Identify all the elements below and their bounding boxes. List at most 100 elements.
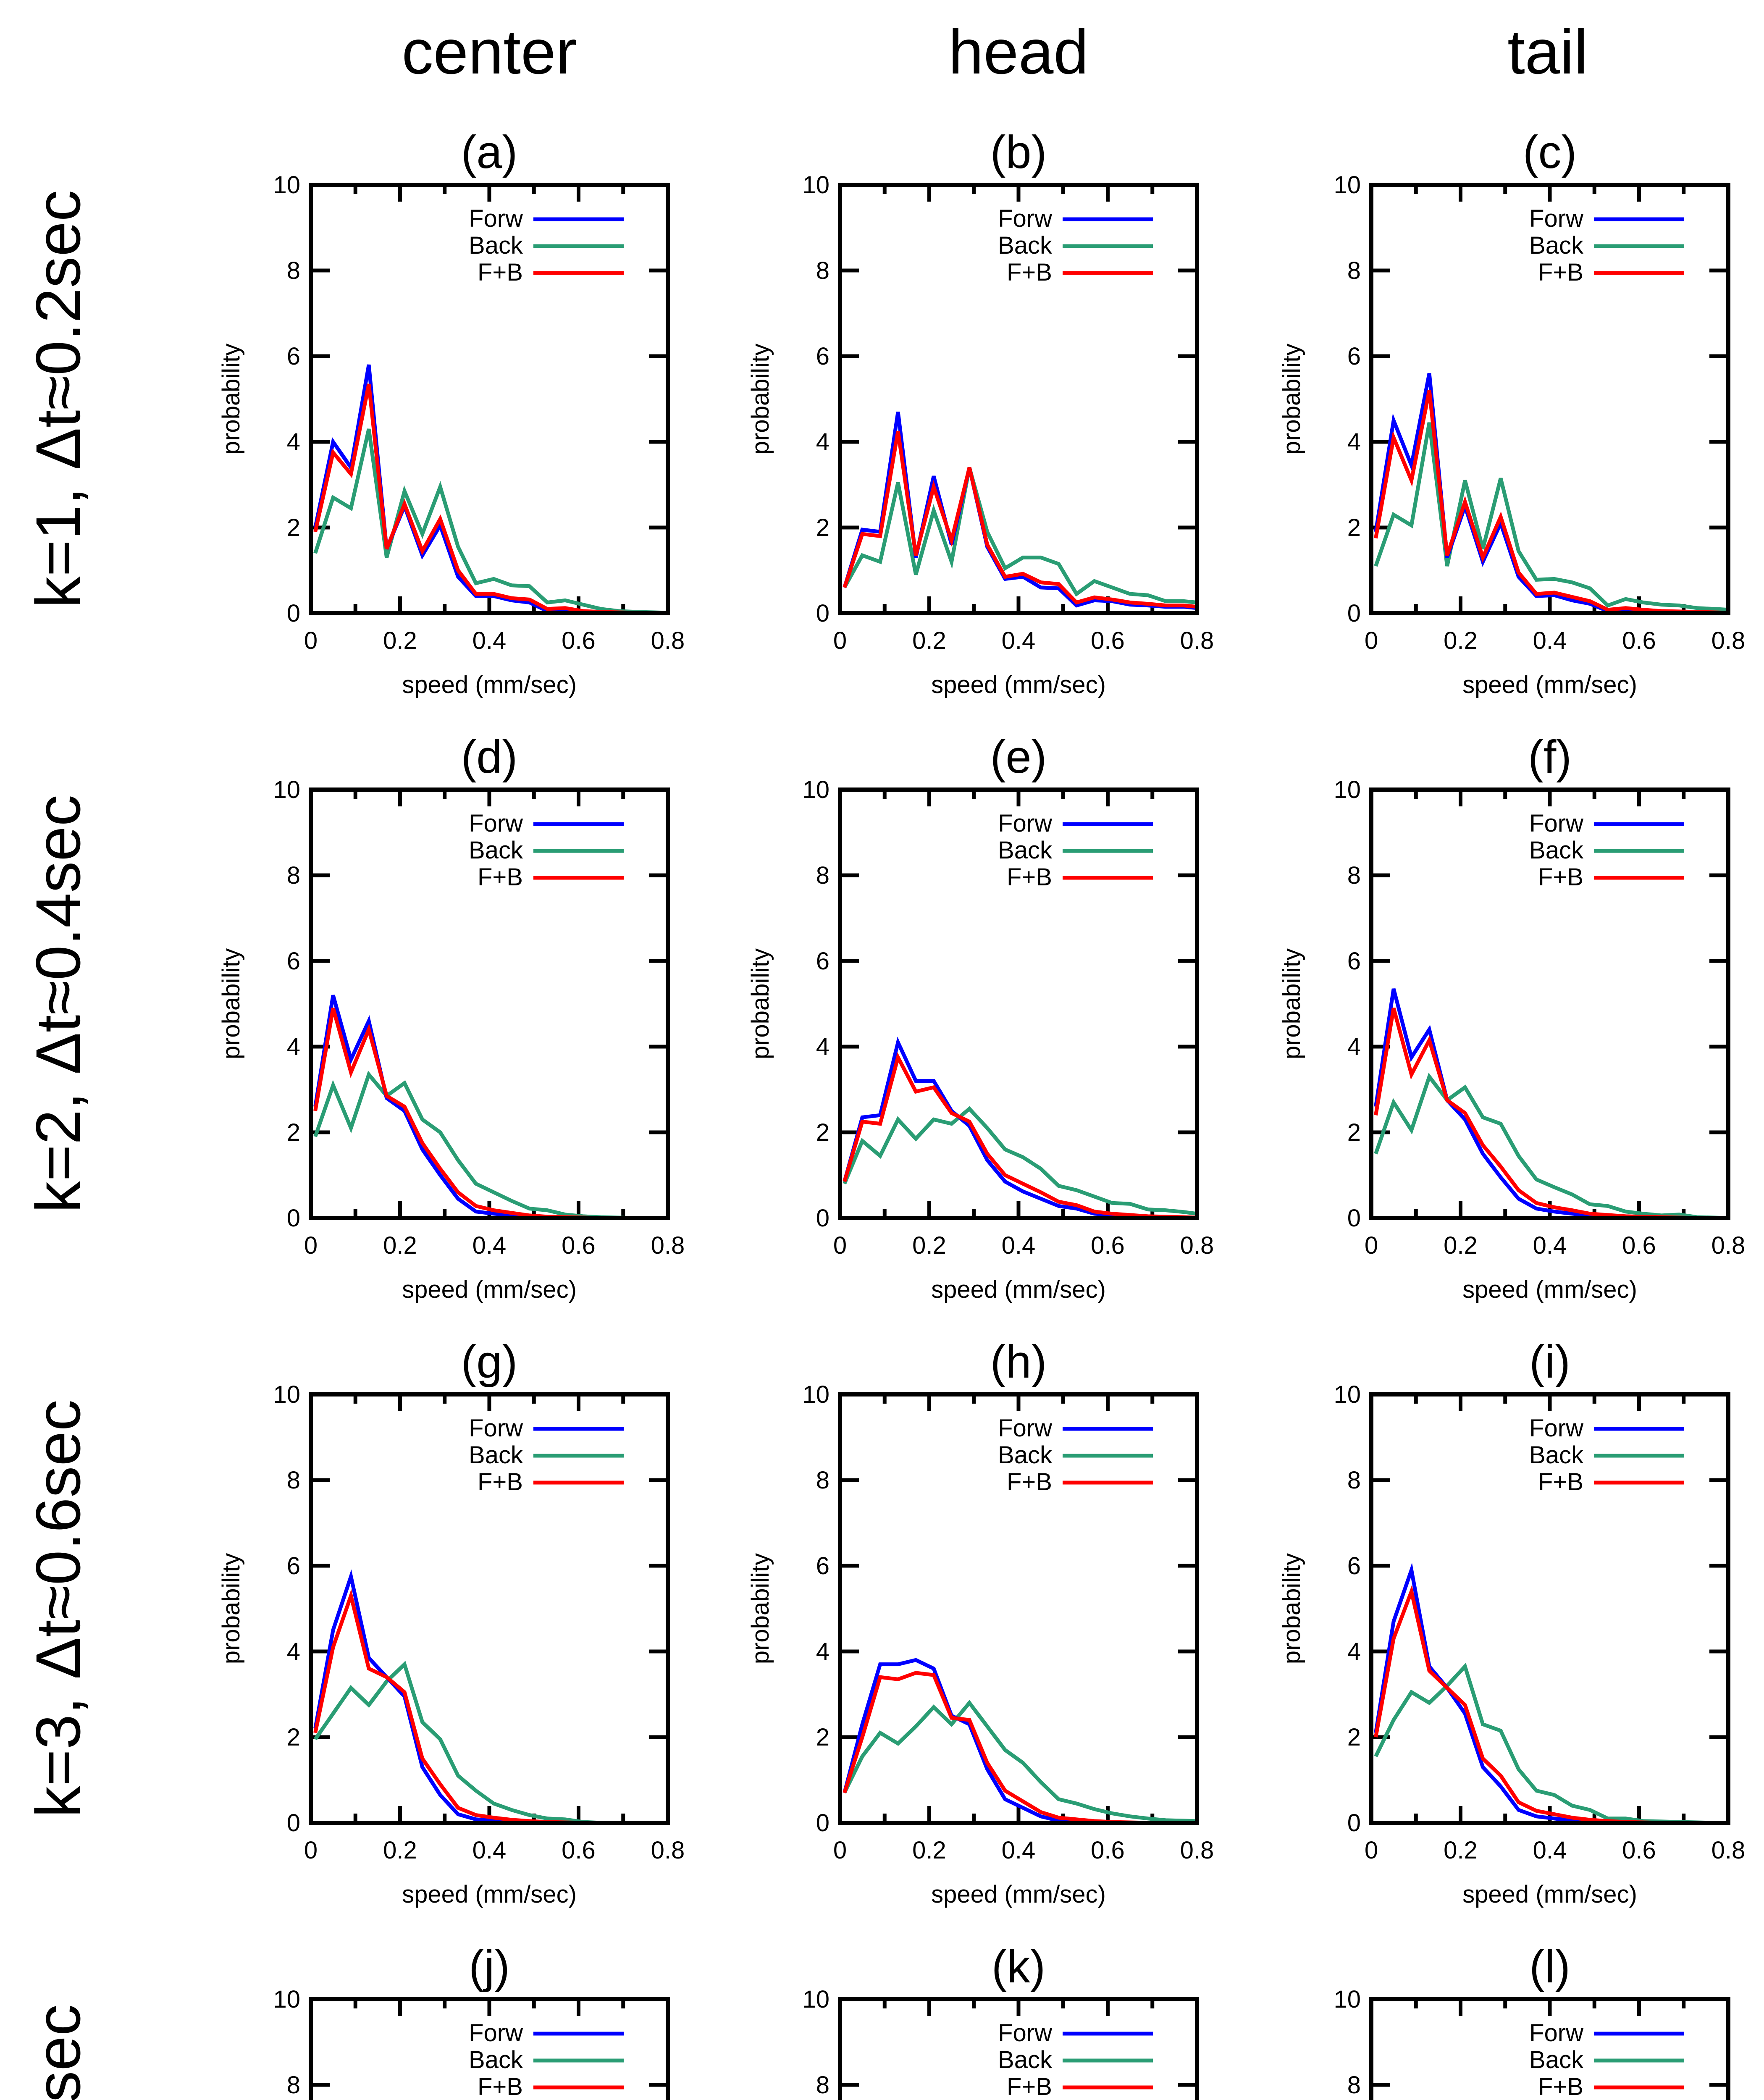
y-tick-label: 4 [1347,1638,1361,1665]
plot-frame [1369,788,1730,1220]
y-tick-label: 2 [1347,1119,1361,1146]
y-tick-label: 8 [1347,2071,1361,2099]
row-label-k2: k=2, Δt≈0.4sec [23,795,93,1213]
y-tick-label: 10 [1334,1381,1361,1408]
x-tick-label: 0.6 [562,1837,596,1864]
y-tick-label: 0 [1347,1205,1361,1232]
x-axis-label: speed (mm/sec) [1462,1276,1637,1303]
x-tick-label: 0 [1365,627,1378,654]
x-tick-label: 0.6 [1622,1232,1656,1259]
series-line-forw [1374,988,1728,1220]
series-line-forw [843,1037,1197,1220]
x-tick-label: 0.4 [472,1837,507,1864]
series-line-back [313,428,668,615]
y-tick-label: 4 [816,428,830,456]
panel-title: (j) [469,1941,510,1992]
series-line-back [1374,422,1729,612]
x-axis-label: speed (mm/sec) [1462,1881,1637,1908]
x-tick-label: 0.2 [1444,1232,1478,1259]
legend-label: Forw [469,1415,523,1442]
legend-label: Forw [998,810,1053,837]
series-line-back [843,1106,1197,1216]
legend-label: Forw [1529,205,1584,232]
y-axis-label: probability [218,344,245,454]
x-tick-label: 0.6 [1091,1232,1125,1259]
x-tick-label: 0.8 [651,1232,685,1259]
y-tick-label: 8 [287,1467,300,1494]
y-tick-label: 2 [816,1119,830,1146]
legend-label: Forw [469,205,523,232]
y-tick-label: 8 [816,862,830,889]
y-tick-label: 8 [816,257,830,284]
y-tick-label: 8 [1347,257,1361,284]
y-tick-label: 10 [802,776,830,803]
y-tick-label: 0 [816,1809,830,1837]
y-tick-label: 10 [802,1986,830,2013]
y-tick-label: 0 [816,1205,830,1232]
panel-title: (e) [990,731,1047,783]
x-tick-label: 0 [1365,1232,1378,1259]
panel-d: (d) 0 2 4 6 8 10 0 0.2 0.4 0.6 0.8 speed (mm/sec) pro… [218,731,685,1303]
legend-label: F+B [478,1468,523,1496]
y-tick-label: 0 [287,1809,300,1837]
plot-frame [309,788,670,1220]
y-tick-label: 2 [287,1724,300,1751]
x-tick-label: 0 [833,1837,847,1864]
y-tick-label: 0 [287,600,300,627]
x-axis-label: speed (mm/sec) [402,671,577,698]
panel-f: (f) 0 2 4 6 8 10 0 0.2 0.4 0.6 0.8 speed (mm/sec) pro… [1278,731,1745,1303]
panel-c: (c) 0 2 4 6 8 10 0 0.2 0.4 0.6 0.8 speed (mm/sec) pro… [1278,126,1745,698]
y-tick-label: 4 [287,1638,300,1665]
legend-label: Forw [1529,1415,1584,1442]
y-axis-label: probability [1278,344,1305,454]
x-tick-label: 0 [833,1232,847,1259]
series-line-back [1374,1072,1729,1220]
x-tick-label: 0.6 [562,627,596,654]
y-tick-label: 6 [816,343,830,370]
y-tick-label: 10 [1334,776,1361,803]
series-line-f-b [313,1007,668,1220]
y-axis-label: probability [747,948,774,1059]
y-tick-label: 0 [1347,1809,1361,1837]
legend-label: F+B [1007,1468,1052,1496]
column-headers: center head tail [402,16,1588,87]
row-labels: k=1, Δt≈0.2sec k=2, Δt≈0.4sec k=3, Δt≈0.… [23,190,93,2100]
y-tick-label: 2 [287,1119,300,1146]
x-tick-label: 0.6 [1091,1837,1125,1864]
x-tick-label: 0.8 [651,1837,685,1864]
panel-title: (k) [992,1941,1045,1992]
plot-frame [838,1392,1199,1825]
x-axis-label: speed (mm/sec) [402,1881,577,1908]
x-tick-label: 0.8 [1712,1837,1746,1864]
column-header-head: head [948,16,1089,87]
legend-label: Forw [469,810,523,837]
panel-g: (g) 0 2 4 6 8 10 0 0.2 0.4 0.6 0.8 speed (mm/sec) pro… [218,1336,685,1908]
legend-label: Forw [998,205,1053,232]
x-tick-label: 0.8 [1180,1232,1214,1259]
y-tick-label: 6 [1347,343,1361,370]
legend-label: Forw [998,1415,1053,1442]
legend-label: Back [998,2046,1053,2074]
legend-label: F+B [1007,2073,1052,2100]
y-tick-label: 6 [1347,1552,1361,1580]
panel-title: (g) [461,1336,517,1388]
plot-frame [838,1997,1199,2100]
series-line-back [843,467,1197,604]
panel-a: (a) 0 2 4 6 8 10 0 0.2 0.4 0.6 0.8 speed (mm/sec) pro… [218,126,685,698]
x-tick-label: 0 [304,1837,318,1864]
y-tick-label: 4 [287,1033,300,1060]
legend-label: Back [469,1441,523,1469]
series-line-forw [313,1569,668,1825]
y-tick-label: 0 [287,1205,300,1232]
legend-label: Forw [469,2019,523,2047]
y-tick-label: 8 [287,2071,300,2099]
legend-label: F+B [1538,864,1583,891]
series-line-f-b [843,1052,1197,1220]
legend-label: Back [1529,837,1584,864]
row-label-k3: k=3, Δt≈0.6sec [23,1399,93,1818]
panel-title: (h) [990,1336,1047,1388]
panel-title: (c) [1523,126,1577,178]
y-axis-label: probability [218,948,245,1059]
panel-i: (i) 0 2 4 6 8 10 0 0.2 0.4 0.6 0.8 speed (mm/sec) pro… [1278,1336,1745,1908]
